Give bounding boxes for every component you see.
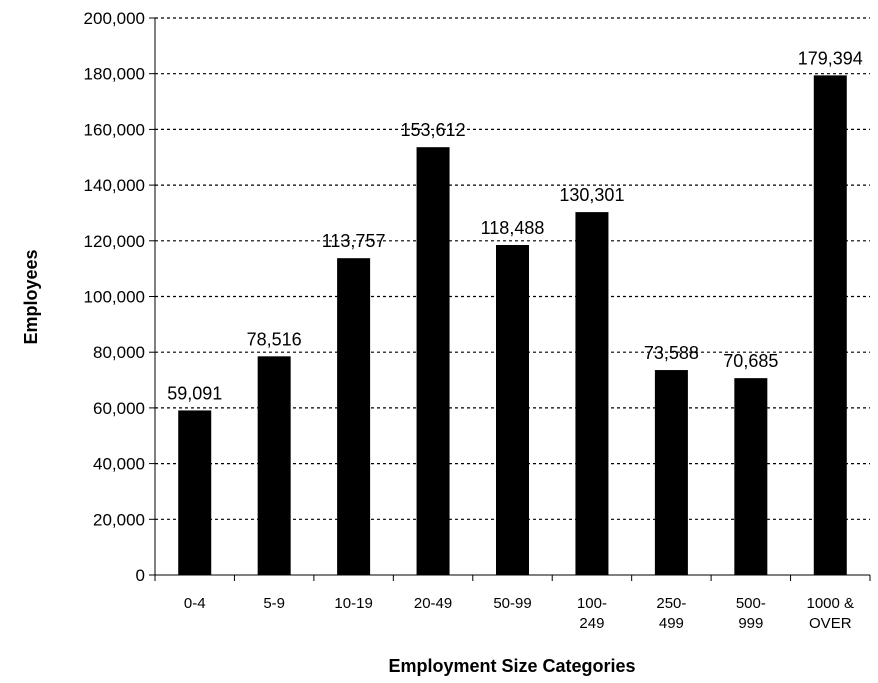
- y-axis-title: Employees: [21, 249, 41, 344]
- y-tick-label: 140,000: [84, 176, 145, 195]
- bar: [575, 212, 609, 576]
- y-tick-label: 160,000: [84, 120, 145, 139]
- bar: [496, 245, 529, 575]
- bar: [178, 410, 212, 575]
- y-tick-label: 180,000: [84, 65, 145, 84]
- x-tick-label: 500-999: [736, 595, 766, 632]
- x-tick-label: 0-4: [184, 595, 206, 612]
- y-tick-label: 60,000: [93, 399, 145, 418]
- x-tick-label: 10-19: [334, 595, 372, 612]
- bar: [654, 370, 688, 575]
- data-label: 59,091: [167, 383, 222, 403]
- data-label: 70,685: [723, 351, 778, 371]
- bar: [416, 147, 450, 575]
- data-label: 78,516: [247, 329, 302, 349]
- x-tick-label: 50-99: [493, 595, 531, 612]
- bar: [813, 75, 847, 576]
- bar: [734, 378, 768, 575]
- y-tick-label: 80,000: [93, 343, 145, 362]
- x-axis-tick-labels: 0-4 5-9 10-19 20-49 50-99 100-249 250-499 500-9…: [184, 595, 854, 632]
- y-tick-label: 120,000: [84, 232, 145, 251]
- x-tick-label: 1000 & OVER: [807, 595, 855, 632]
- x-tick-label: 5-9: [263, 595, 285, 612]
- data-label: 118,488: [481, 218, 545, 238]
- data-label: 153,612: [401, 120, 466, 140]
- x-tick-label: 100-249: [577, 595, 607, 632]
- x-axis-title: Employment Size Categories: [388, 656, 635, 676]
- y-tick-label: 40,000: [93, 455, 145, 474]
- y-tick-label: 100,000: [84, 288, 145, 307]
- y-tick-label: 200,000: [84, 9, 145, 28]
- bars: [178, 75, 847, 576]
- data-label: 130,301: [559, 185, 624, 205]
- data-label: 113,757: [322, 231, 386, 251]
- data-label: 73,588: [644, 343, 699, 363]
- y-tick-label: 0: [136, 566, 145, 585]
- bar: [337, 258, 371, 575]
- data-labels: 59,091 78,516 113,757 153,612 118,488 130,301…: [167, 48, 863, 403]
- y-axis-ticks: 0 20,000 40,000 60,000 80,000 100,000 120,000 1…: [84, 9, 871, 585]
- x-tick-label: 20-49: [414, 595, 452, 612]
- data-label: 179,394: [798, 48, 863, 68]
- x-tick-label: 250-499: [656, 595, 686, 632]
- bar: [257, 356, 291, 575]
- y-tick-label: 20,000: [93, 510, 145, 529]
